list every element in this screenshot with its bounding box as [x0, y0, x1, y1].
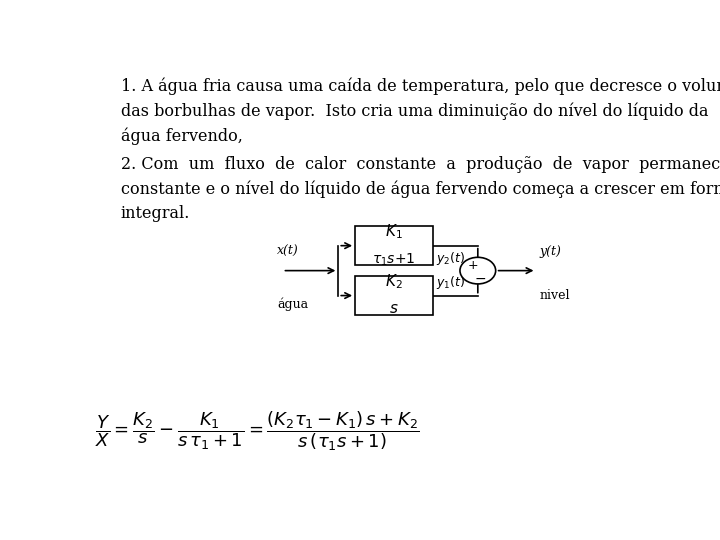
Text: $-$: $-$	[474, 271, 486, 285]
Text: 2. Com  um  fluxo  de  calor  constante  a  produção  de  vapor  permanece
const: 2. Com um fluxo de calor constante a pro…	[121, 156, 720, 222]
Text: x(t): x(t)	[277, 245, 299, 258]
Text: $K_1$: $K_1$	[385, 222, 403, 241]
Text: y(t): y(t)	[539, 245, 561, 258]
Text: +: +	[468, 259, 479, 272]
Text: nivel: nivel	[539, 289, 570, 302]
Circle shape	[460, 258, 495, 284]
Text: $y_1(t)$: $y_1(t)$	[436, 274, 465, 292]
Text: $K_2$: $K_2$	[385, 272, 403, 291]
Text: 1. A água fria causa uma caída de temperatura, pelo que decresce o volume
das bo: 1. A água fria causa uma caída de temper…	[121, 77, 720, 145]
Text: $y_2(t)$: $y_2(t)$	[436, 250, 465, 267]
FancyBboxPatch shape	[355, 276, 433, 315]
Text: água: água	[277, 298, 308, 311]
Text: $\tau_1 s{+}1$: $\tau_1 s{+}1$	[372, 252, 416, 268]
FancyBboxPatch shape	[355, 226, 433, 266]
Text: $s$: $s$	[390, 302, 399, 316]
Text: $\dfrac{Y}{X} = \dfrac{K_2}{s} - \dfrac{K_1}{s\,\tau_1 + 1} = \dfrac{(K_2\tau_1 : $\dfrac{Y}{X} = \dfrac{K_2}{s} - \dfrac{…	[95, 409, 420, 453]
